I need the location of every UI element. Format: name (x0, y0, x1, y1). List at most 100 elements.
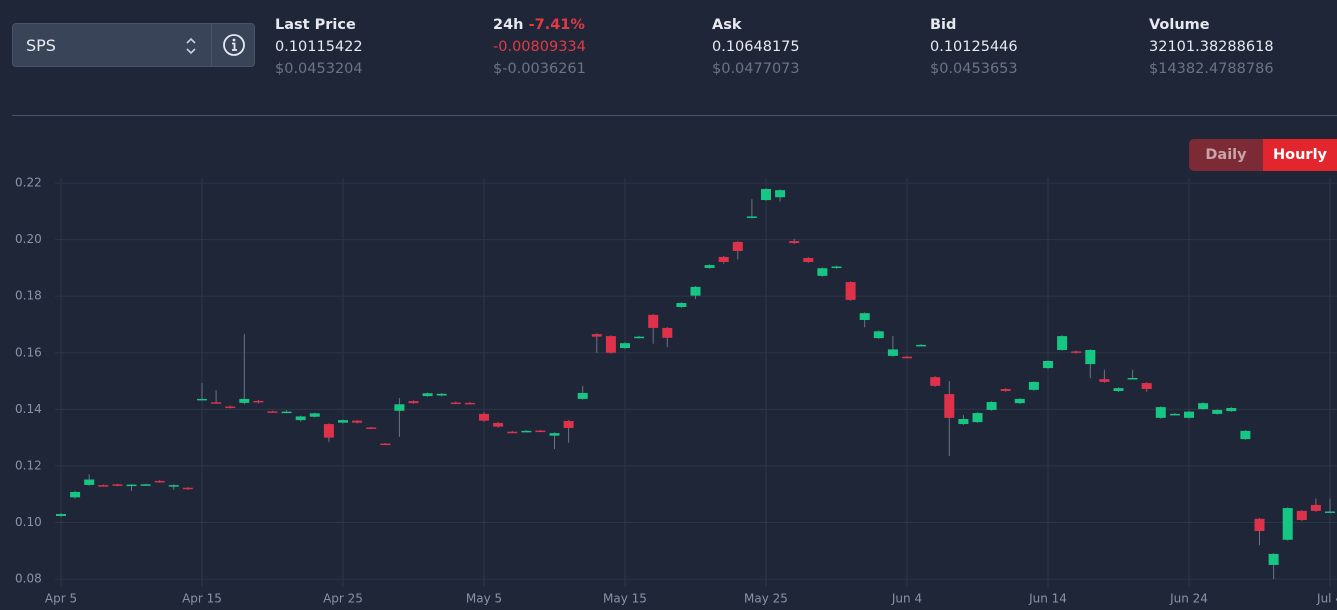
y-tick-label: 0.16 (15, 345, 42, 359)
stat-label: Ask (712, 14, 800, 36)
candle-body (422, 393, 433, 397)
asset-name: SPS (26, 36, 56, 55)
candle-body (154, 480, 165, 483)
candle-body (338, 420, 348, 423)
candle-body (676, 303, 687, 307)
x-tick-label: Jul 4 (1316, 592, 1337, 606)
candle-body (746, 216, 757, 218)
candle-body (803, 258, 814, 263)
candle-body (309, 413, 320, 417)
candle-body (1296, 510, 1307, 520)
candle-body (197, 398, 207, 401)
candle-body (944, 394, 955, 418)
candle-body (281, 411, 292, 414)
candle-body (1085, 349, 1096, 365)
candle-body (239, 398, 250, 403)
candle-body (887, 349, 898, 356)
stat-usd: $0.0453653 (930, 61, 1018, 77)
candle-body (1226, 407, 1237, 412)
stat-usd: $-0.0036261 (493, 61, 586, 77)
x-tick-label: Jun 24 (1169, 592, 1208, 606)
candle-body (845, 282, 856, 300)
candle-body (577, 392, 588, 399)
candle-body (535, 430, 546, 433)
candle-body (662, 327, 673, 338)
stat-value: 0.10648175 (712, 39, 800, 55)
candle-body (267, 411, 278, 413)
candle-body (380, 443, 391, 446)
stat-value: 0.10115422 (275, 39, 363, 55)
stat-label-text: Ask (712, 17, 742, 33)
y-tick-label: 0.20 (15, 232, 42, 246)
candle-body (634, 336, 645, 339)
stat-label-text: Last Price (275, 17, 356, 33)
candle-body (1282, 508, 1293, 540)
candle-body (1254, 518, 1265, 531)
stat: Last Price 0.10115422 $0.0453204 (275, 14, 363, 80)
candle-body (1155, 407, 1166, 418)
candle-body (761, 189, 771, 201)
candle-body (605, 336, 616, 353)
x-tick-label: May 5 (466, 592, 502, 606)
stat: Bid 0.10125446 $0.0453653 (930, 14, 1018, 80)
asset-selector[interactable]: SPS (12, 23, 255, 67)
candle-body (140, 484, 151, 486)
candle-body (352, 420, 363, 423)
stat-label-text: Bid (930, 17, 957, 33)
candle-body (1198, 403, 1209, 410)
hourly-button[interactable]: Hourly (1263, 139, 1337, 171)
x-tick-label: Apr 15 (182, 592, 222, 606)
candle-body (253, 400, 264, 403)
x-tick-label: Apr 5 (45, 592, 77, 606)
candle-body (1325, 511, 1335, 513)
stat-usd: $0.0477073 (712, 61, 800, 77)
candle-body (408, 401, 419, 404)
candle-body (1310, 504, 1321, 511)
candle-body (831, 266, 842, 269)
candle-body (1014, 398, 1025, 404)
candle-body (549, 433, 560, 436)
daily-button[interactable]: Daily (1189, 139, 1263, 171)
candle-body (789, 241, 800, 244)
candle-body (930, 377, 941, 386)
dropdown-arrows (186, 37, 196, 55)
candle-body (1268, 553, 1279, 565)
stat-label-text: 24h (493, 17, 524, 33)
x-tick-label: Jun 4 (891, 592, 922, 606)
candle-body (1184, 411, 1194, 418)
candle-body (507, 431, 518, 434)
candle-body (211, 402, 222, 404)
candle-body (112, 484, 123, 486)
candle-body (1071, 351, 1082, 353)
candle-body (958, 418, 969, 425)
candle-body (690, 286, 701, 296)
candle-body (704, 265, 715, 268)
y-tick-label: 0.22 (15, 176, 42, 190)
candle-body (972, 413, 983, 423)
candle-body (436, 393, 447, 396)
stat-value: 0.10125446 (930, 39, 1018, 55)
candle-body (1141, 383, 1152, 390)
y-tick-label: 0.10 (15, 515, 42, 529)
candle-body (98, 485, 109, 487)
candle-body (718, 256, 729, 263)
candle-body (563, 420, 574, 429)
candle-body (84, 479, 95, 485)
stat-usd: $14382.4788786 (1149, 61, 1274, 77)
candle-body (323, 424, 334, 438)
x-tick-label: Apr 25 (323, 592, 363, 606)
y-tick-label: 0.08 (15, 572, 42, 586)
stat-label: Bid (930, 14, 1018, 36)
stat-value: 32101.38288618 (1149, 39, 1274, 55)
stat-value: -0.00809334 (493, 39, 586, 55)
stat: 24h -7.41% -0.00809334 $-0.0036261 (493, 14, 586, 80)
stat-change: -7.41% (528, 17, 585, 33)
stat: Ask 0.10648175 $0.0477073 (712, 14, 800, 80)
candle-body (521, 430, 532, 433)
info-button[interactable] (211, 24, 256, 66)
candle-body (1127, 377, 1138, 380)
candle-body (450, 402, 461, 405)
candle-body (620, 343, 630, 348)
stat-label: Last Price (275, 14, 363, 36)
stat: Volume 32101.38288618 $14382.4788786 (1149, 14, 1274, 80)
